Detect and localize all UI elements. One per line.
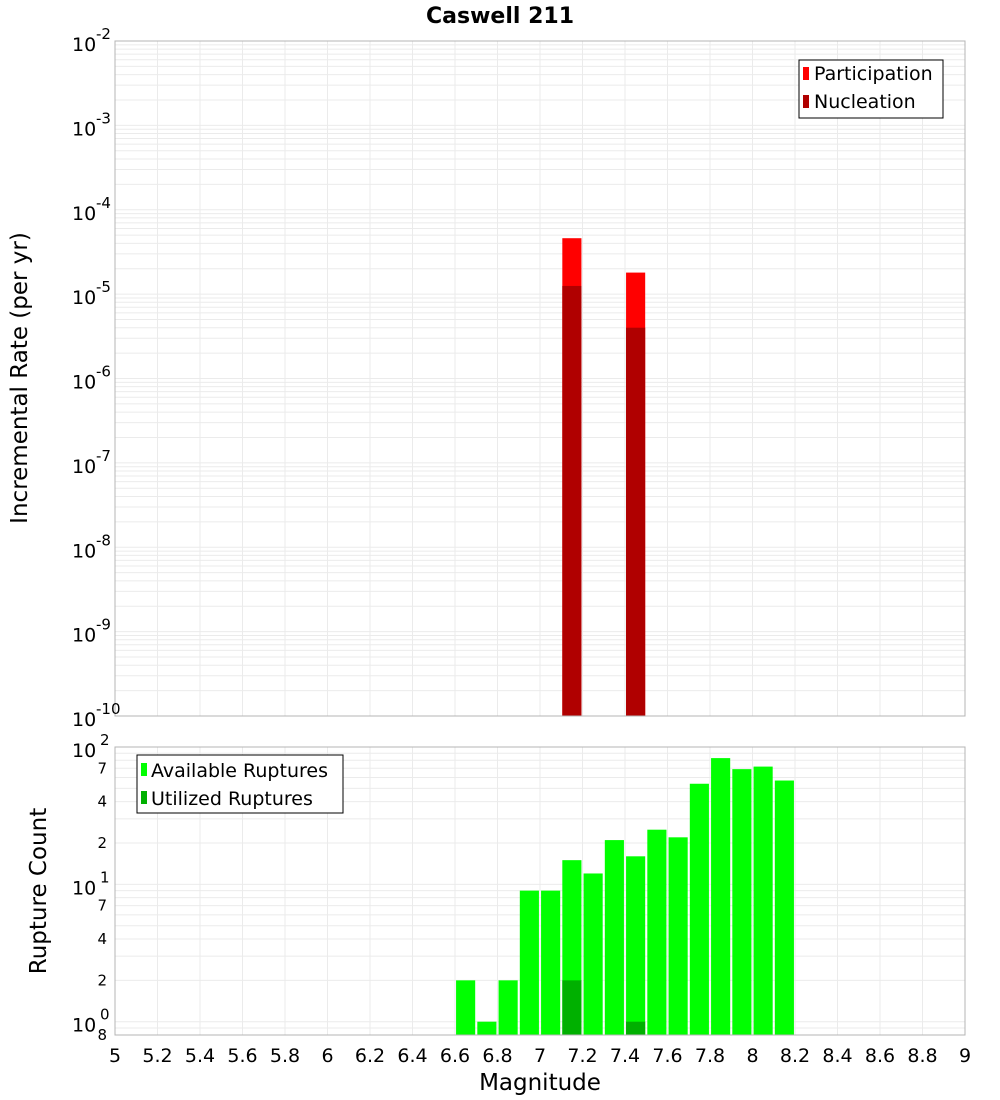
x-tick-label: 8.6 — [865, 1045, 895, 1067]
x-tick-labels: 5 5.2 5.4 5.6 5.8 6 6.2 6.4 6.6 6.8 7 7.2 7.4 7.6 7.8 8… — [109, 1045, 971, 1067]
x-tick-label: 6.2 — [355, 1045, 385, 1067]
top-y-tick-exponent: -6 — [96, 363, 111, 381]
legend-swatch-participation — [803, 67, 809, 80]
x-tick-label: 5.2 — [142, 1045, 172, 1067]
bottom-y-tick-exponent: 0 — [100, 1006, 110, 1024]
bottom-y-tick-label: 10 — [72, 740, 96, 762]
top-grid — [115, 41, 965, 717]
bottom-bars — [456, 758, 794, 1035]
x-tick-label: 7.2 — [567, 1045, 597, 1067]
available-ruptures-bar — [732, 769, 752, 1035]
bottom-plot-frame — [114, 746, 966, 1036]
available-ruptures-bar — [604, 840, 624, 1035]
bottom-y-minor-tick-label: 7 — [97, 897, 107, 915]
legend-label-participation: Participation — [814, 63, 933, 85]
bottom-y-minor-tick-label: 4 — [97, 930, 107, 948]
x-tick-label: 8 — [746, 1045, 758, 1067]
bottom-y-tick-label: 10 — [72, 877, 96, 899]
legend-label-nucleation: Nucleation — [814, 91, 916, 113]
chart-title: Caswell 211 — [426, 4, 574, 29]
available-ruptures-bar — [753, 766, 773, 1035]
top-y-tick-label: 10 — [72, 118, 96, 140]
top-y-tick-label: 10 — [72, 287, 96, 309]
top-y-axis-label: Incremental Rate (per yr) — [7, 232, 33, 524]
x-tick-label: 5.8 — [270, 1045, 300, 1067]
nucleation-bar — [562, 285, 582, 716]
available-ruptures-bar — [583, 873, 603, 1035]
utilized-ruptures-bar — [562, 980, 582, 1035]
x-tick-label: 7.8 — [695, 1045, 725, 1067]
x-tick-label: 7 — [534, 1045, 546, 1067]
legend-label-available: Available Ruptures — [151, 760, 328, 782]
x-tick-label: 6.8 — [482, 1045, 512, 1067]
top-y-tick-exponent: -8 — [96, 531, 111, 549]
available-ruptures-bar — [668, 837, 688, 1035]
available-ruptures-bar — [774, 780, 794, 1035]
available-ruptures-bar — [541, 890, 561, 1035]
nucleation-bar — [626, 327, 646, 716]
bottom-legend: Available Ruptures Utilized Ruptures — [136, 754, 344, 814]
top-y-tick-exponent: -4 — [96, 194, 111, 212]
available-ruptures-bar — [477, 1021, 497, 1035]
top-y-tick-label: 10 — [72, 709, 96, 731]
top-y-tick-exponent: -5 — [96, 278, 111, 296]
x-tick-label: 5.4 — [185, 1045, 215, 1067]
top-y-tick-exponent: -3 — [96, 109, 111, 127]
top-y-tick-exponent: -10 — [96, 700, 121, 718]
top-y-tick-label: 10 — [72, 456, 96, 478]
x-tick-label: 6 — [321, 1045, 333, 1067]
top-y-tick-label: 10 — [72, 540, 96, 562]
x-tick-label: 7.4 — [610, 1045, 640, 1067]
x-tick-label: 8.4 — [822, 1045, 852, 1067]
bottom-y-minor-tick-label: 8 — [97, 1026, 107, 1044]
x-tick-label: 9 — [959, 1045, 971, 1067]
x-axis-label: Magnitude — [479, 1070, 601, 1096]
available-ruptures-bar — [456, 980, 476, 1035]
utilized-ruptures-bar — [626, 1021, 646, 1035]
x-tick-label: 7.6 — [652, 1045, 682, 1067]
top-y-tick-exponent: -7 — [96, 447, 111, 465]
top-y-tick-exponent: -9 — [96, 616, 111, 634]
available-ruptures-bar — [498, 980, 518, 1035]
top-bars — [562, 238, 646, 716]
bottom-y-tick-exponent: 1 — [100, 868, 110, 886]
top-y-tick-label: 10 — [72, 625, 96, 647]
x-tick-label: 6.4 — [397, 1045, 427, 1067]
available-ruptures-bar — [689, 783, 709, 1035]
top-legend-box — [798, 59, 944, 119]
x-tick-label: 5.6 — [227, 1045, 257, 1067]
available-ruptures-bar — [647, 829, 667, 1035]
legend-swatch-utilized — [141, 791, 147, 804]
bottom-y-minor-tick-label: 2 — [97, 834, 107, 852]
x-tick-label: 8.2 — [780, 1045, 810, 1067]
top-legend: Participation Nucleation — [798, 59, 944, 119]
top-y-tick-label: 10 — [72, 203, 96, 225]
bottom-y-minor-tick-label: 2 — [97, 971, 107, 989]
x-tick-label: 5 — [109, 1045, 121, 1067]
top-y-tick-label: 10 — [72, 372, 96, 394]
available-ruptures-bar — [626, 856, 646, 1035]
bottom-y-minor-tick-label: 4 — [97, 793, 107, 811]
bottom-y-minor-tick-label: 7 — [97, 759, 107, 777]
available-ruptures-bar — [519, 890, 539, 1035]
bottom-y-axis-label: Rupture Count — [26, 808, 52, 974]
x-tick-label: 8.8 — [907, 1045, 937, 1067]
x-tick-label: 6.6 — [440, 1045, 470, 1067]
bottom-legend-box — [136, 754, 344, 814]
top-y-tick-label: 10 — [72, 34, 96, 56]
legend-swatch-available — [141, 763, 147, 776]
legend-label-utilized: Utilized Ruptures — [151, 788, 313, 810]
bottom-y-tick-exponent: 2 — [100, 731, 110, 749]
top-plot-frame — [114, 40, 966, 717]
top-y-tick-exponent: -2 — [96, 25, 111, 43]
available-ruptures-bar — [711, 758, 731, 1035]
legend-swatch-nucleation — [803, 95, 809, 108]
bottom-y-tick-label: 10 — [72, 1015, 96, 1037]
